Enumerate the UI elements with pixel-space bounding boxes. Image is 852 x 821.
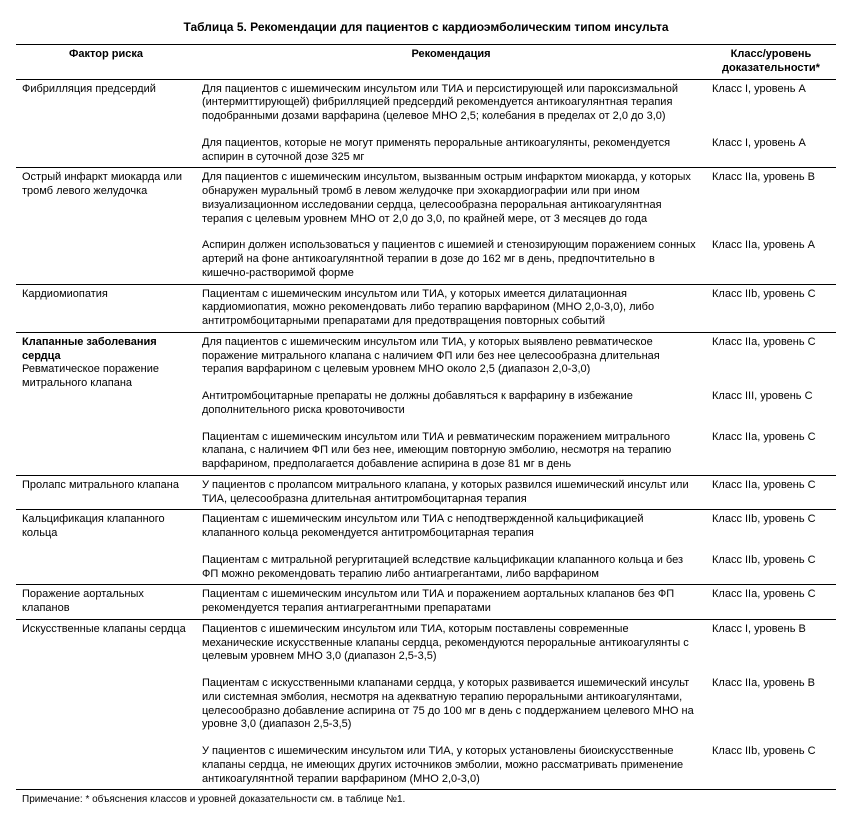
header-class: Класс/уровень доказательности* (706, 45, 836, 80)
risk-factor-cell: Кардиомиопатия (16, 284, 196, 332)
header-rec: Рекомендация (196, 45, 706, 80)
recommendation-cell: Аспирин должен использоваться у пациенто… (196, 229, 706, 284)
recommendation-cell: Пациентам с ишемическим инсультом или ТИ… (196, 284, 706, 332)
evidence-class-cell: Класс IIb, уровень C (706, 284, 836, 332)
evidence-class-cell: Класс IIb, уровень C (706, 544, 836, 585)
evidence-class-cell: Класс IIb, уровень C (706, 735, 836, 790)
risk-factor-cell: Фибрилляция предсердий (16, 79, 196, 168)
evidence-class-cell: Класс IIb, уровень C (706, 510, 836, 544)
evidence-class-cell: Класс IIa, уровень C (706, 332, 836, 380)
recommendation-cell: Пациентам с ишемическим инсультом или ТИ… (196, 585, 706, 620)
evidence-class-cell: Класс IIa, уровень C (706, 585, 836, 620)
evidence-class-cell: Класс III, уровень C (706, 380, 836, 421)
evidence-class-cell: Класс IIa, уровень B (706, 168, 836, 230)
table-footnote: Примечание: * объяснения классов и уровн… (16, 794, 836, 805)
recommendation-cell: Пациентам с митральной регургитацией всл… (196, 544, 706, 585)
evidence-class-cell: Класс I, уровень A (706, 79, 836, 127)
evidence-class-cell: Класс IIa, уровень A (706, 229, 836, 284)
risk-factor-cell: Клапанные заболевания сердцаРевматическо… (16, 332, 196, 475)
recommendations-table: Фактор риска Рекомендация Класс/уровень … (16, 44, 836, 790)
recommendation-cell: Для пациентов с ишемическим инсультом ил… (196, 79, 706, 127)
risk-factor-cell: Кальцификация клапанного кольца (16, 510, 196, 585)
recommendation-cell: Пациентам с ишемическим инсультом или ТИ… (196, 510, 706, 544)
recommendation-cell: Антитромбоцитарные препараты не должны д… (196, 380, 706, 421)
recommendation-cell: Пациентам с ишемическим инсультом или ТИ… (196, 421, 706, 476)
evidence-class-cell: Класс I, уровень A (706, 127, 836, 168)
evidence-class-cell: Класс IIa, уровень C (706, 475, 836, 510)
recommendation-cell: Пациентов с ишемическим инсультом или ТИ… (196, 619, 706, 667)
evidence-class-cell: Класс IIa, уровень B (706, 667, 836, 735)
risk-factor-cell: Поражение аортальных клапанов (16, 585, 196, 620)
risk-factor-cell: Острый инфаркт миокарда или тромб левого… (16, 168, 196, 284)
table-title: Таблица 5. Рекомендации для пациентов с … (16, 20, 836, 34)
recommendation-cell: Для пациентов с ишемическим инсультом, в… (196, 168, 706, 230)
recommendation-cell: Пациентам с искусственными клапанами сер… (196, 667, 706, 735)
risk-factor-cell: Искусственные клапаны сердца (16, 619, 196, 790)
recommendation-cell: Для пациентов, которые не могут применят… (196, 127, 706, 168)
recommendation-cell: У пациентов с ишемическим инсультом или … (196, 735, 706, 790)
evidence-class-cell: Класс I, уровень B (706, 619, 836, 667)
evidence-class-cell: Класс IIa, уровень C (706, 421, 836, 476)
recommendation-cell: У пациентов с пролапсом митрального клап… (196, 475, 706, 510)
risk-factor-cell: Пролапс митрального клапана (16, 475, 196, 510)
recommendation-cell: Для пациентов с ишемическим инсультом ил… (196, 332, 706, 380)
header-risk: Фактор риска (16, 45, 196, 80)
